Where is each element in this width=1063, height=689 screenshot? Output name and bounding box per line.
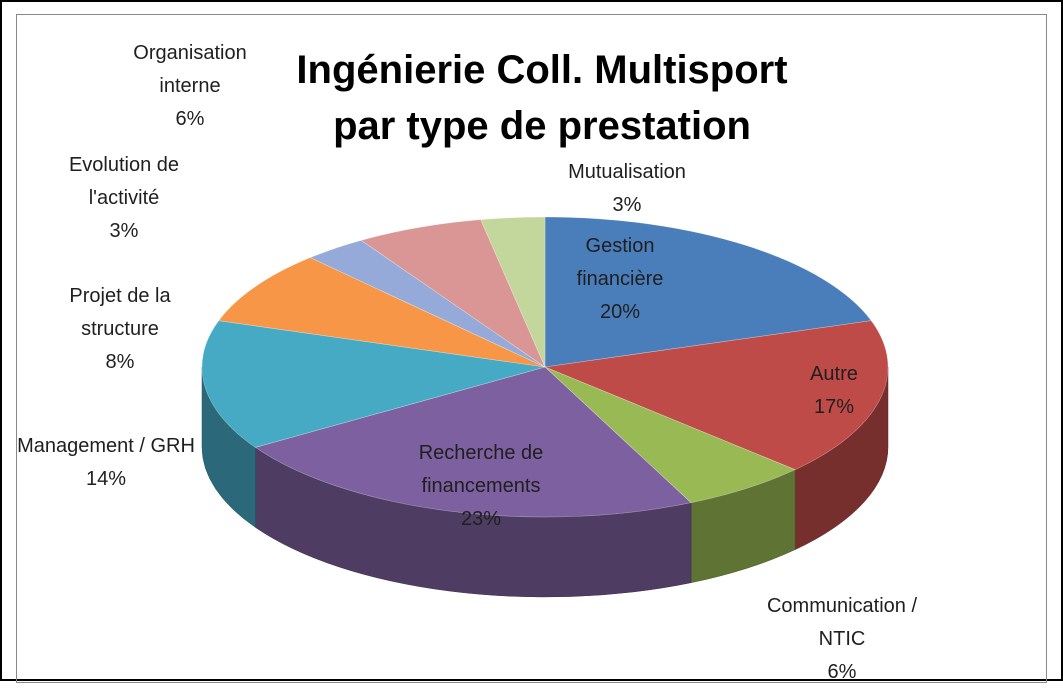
pie-slice: [360, 219, 546, 368]
category-label: Organisation interne: [133, 42, 247, 97]
category-label: Recherche de financements: [418, 442, 544, 497]
pie: [201, 216, 889, 598]
data-label: Management / GRH 14%: [16, 430, 196, 496]
pie-slice: [544, 366, 796, 504]
value-label: 3%: [109, 220, 139, 242]
chart-title: Ingénierie Coll. Multisport par type de …: [296, 48, 788, 148]
data-label: Gestion financière 20%: [555, 230, 685, 329]
pie-slice: [309, 240, 546, 368]
value-label: 20%: [599, 301, 641, 323]
value-label: 17%: [813, 396, 855, 418]
value-label: 6%: [827, 661, 857, 683]
category-label: Communication / NTIC: [766, 595, 918, 650]
pie-slice: [543, 320, 889, 471]
data-label: Projet de la structure 8%: [50, 280, 190, 379]
category-label: Management / GRH: [17, 435, 195, 457]
category-label: Projet de la structure: [69, 285, 171, 340]
category-label: Mutualisation: [568, 161, 686, 183]
data-label: Organisation interne 6%: [120, 37, 260, 136]
value-label: 3%: [612, 194, 642, 216]
data-label: Autre 17%: [774, 358, 894, 424]
value-label: 14%: [85, 468, 127, 490]
pie-slice: [254, 366, 692, 518]
pie-slice: [218, 257, 546, 368]
data-label: Evolution de l'activité 3%: [49, 149, 199, 248]
value-label: 23%: [460, 508, 502, 530]
data-label: Recherche de financements 23%: [396, 437, 566, 536]
value-label: 6%: [175, 108, 205, 130]
pie-slice: [201, 320, 546, 448]
category-label: Autre: [810, 363, 858, 385]
category-label: Evolution de l'activité: [68, 154, 180, 209]
pie-slice: [480, 216, 546, 368]
category-label: Gestion financière: [576, 235, 664, 290]
data-label: Communication / NTIC 6%: [757, 590, 927, 689]
pie-slice: [544, 216, 872, 368]
value-label: 8%: [105, 351, 135, 373]
data-label: Mutualisation 3%: [532, 156, 722, 222]
